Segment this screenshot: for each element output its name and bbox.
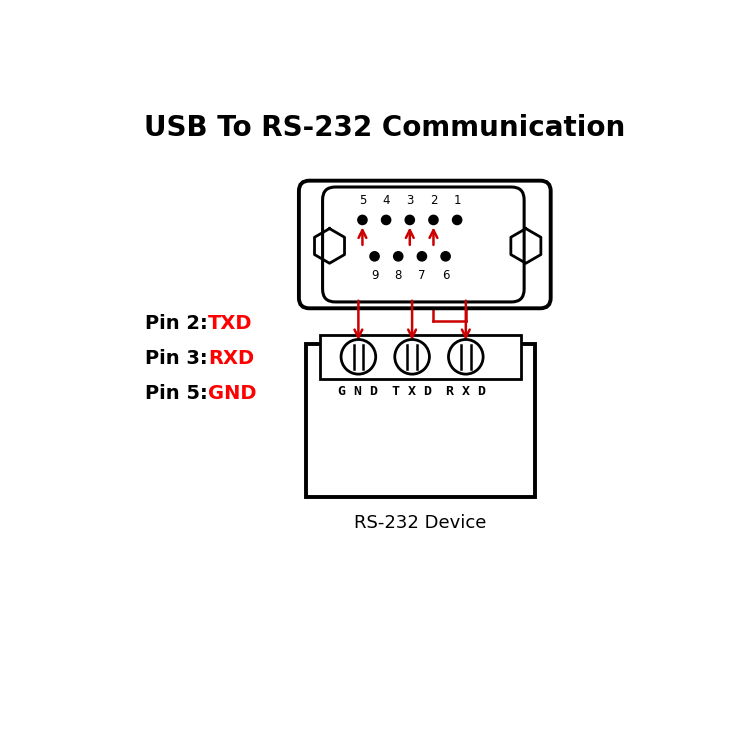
Text: RXD: RXD [209,349,254,368]
Text: RS-232 Device: RS-232 Device [354,514,487,532]
Circle shape [417,252,427,261]
Circle shape [382,215,391,224]
Circle shape [370,252,380,261]
Text: T X D: T X D [392,385,432,398]
Circle shape [358,215,367,224]
Bar [320,335,520,379]
Circle shape [394,340,430,374]
Bar [307,344,535,497]
Text: 9: 9 [370,269,378,282]
Text: Pin 3:: Pin 3: [145,349,207,368]
Circle shape [429,215,438,224]
Text: 3: 3 [406,194,413,207]
Text: 6: 6 [442,269,449,282]
Text: R X D: R X D [446,385,486,398]
Text: TXD: TXD [209,314,253,334]
Text: USB To RS-232 Communication: USB To RS-232 Communication [144,113,625,142]
Circle shape [441,252,450,261]
FancyBboxPatch shape [299,181,550,308]
Circle shape [452,215,462,224]
Circle shape [405,215,415,224]
Circle shape [394,252,403,261]
Text: GND: GND [209,384,256,403]
Text: G N D: G N D [338,385,379,398]
Circle shape [448,340,483,374]
Text: 2: 2 [430,194,437,207]
Text: 1: 1 [454,194,461,207]
Text: 7: 7 [419,269,426,282]
Text: Pin 2:: Pin 2: [145,314,208,334]
Text: 8: 8 [394,269,402,282]
Text: 5: 5 [358,194,366,207]
FancyBboxPatch shape [322,187,524,302]
Text: Pin 5:: Pin 5: [145,384,208,403]
Circle shape [341,340,376,374]
Text: 4: 4 [382,194,390,207]
